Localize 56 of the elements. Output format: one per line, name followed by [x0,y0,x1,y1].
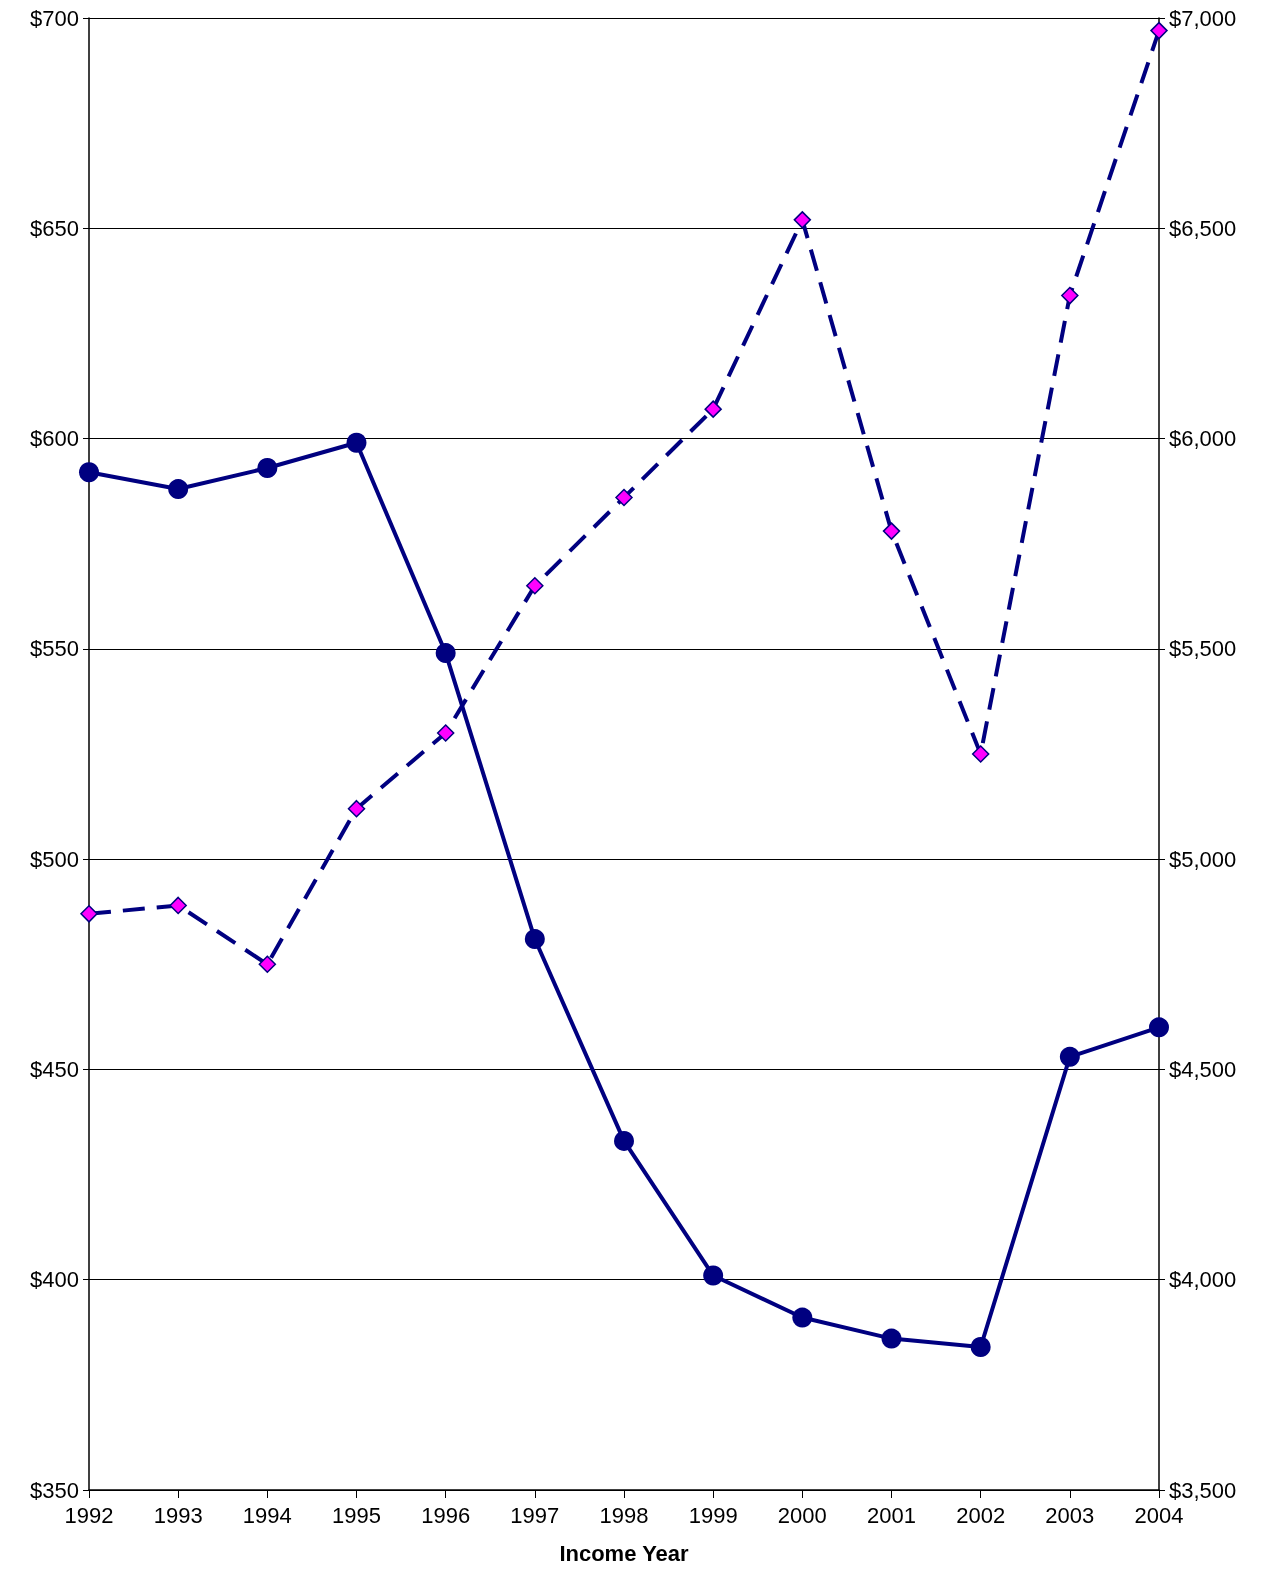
x-tick-label: 1994 [242,1502,292,1528]
point [614,1130,634,1151]
y-tick-label: $550 [30,636,79,662]
point [881,1328,902,1349]
x-tick-label: 2003 [1045,1502,1095,1528]
x-tick-label: 1996 [421,1502,471,1528]
point [1149,1017,1169,1038]
point [79,462,99,483]
point [970,1337,991,1357]
point [882,522,901,540]
y2-tick-label: $4,500 [1169,1056,1237,1082]
x-tick-label: 1992 [64,1502,114,1528]
point [1061,286,1079,305]
point [80,905,98,923]
y-tick-label: $400 [30,1267,79,1293]
point [1059,1046,1080,1067]
x-tick-label: 2002 [956,1502,1006,1528]
y2-tick-label: $3,500 [1169,1477,1237,1503]
x-tick-label: 1997 [510,1502,560,1528]
point [971,745,990,763]
point [524,929,545,950]
x-tick-label: 1995 [332,1502,381,1528]
x-tick-label: 2001 [867,1502,916,1528]
x-tick-label: 2004 [1134,1502,1184,1528]
point [526,577,544,595]
y-tick-label: $700 [30,5,79,31]
point [169,896,187,915]
point [436,724,455,742]
y-tick-label: $450 [30,1056,79,1082]
y-tick-label: $600 [30,426,79,452]
point [703,1265,724,1286]
point [168,479,189,500]
y2-tick-label: $7,000 [1169,5,1237,31]
y2-tick-label: $5,500 [1169,636,1237,662]
y2-tick-label: $6,500 [1169,215,1237,241]
point [346,432,367,453]
y2-tick-label: $6,000 [1169,426,1237,452]
y-tick-label: $500 [30,846,79,872]
point [258,955,277,974]
point [435,643,456,664]
x-tick-label: 2000 [777,1502,827,1528]
y-tick-label: $350 [30,1477,79,1503]
x-tick-label: 1993 [153,1502,203,1528]
point [1150,21,1168,40]
y2-tick-label: $5,000 [1169,846,1237,872]
point [347,799,366,818]
point [793,211,812,229]
y2-tick-label: $4,000 [1169,1267,1237,1293]
point [615,488,633,507]
point [792,1307,813,1328]
point [257,458,278,479]
x-tick-label: 1999 [688,1502,738,1528]
point [704,400,722,418]
x-axis-title: Income Year [559,1540,690,1566]
x-tick-label: 1998 [599,1502,649,1528]
y-tick-label: $650 [30,215,79,241]
